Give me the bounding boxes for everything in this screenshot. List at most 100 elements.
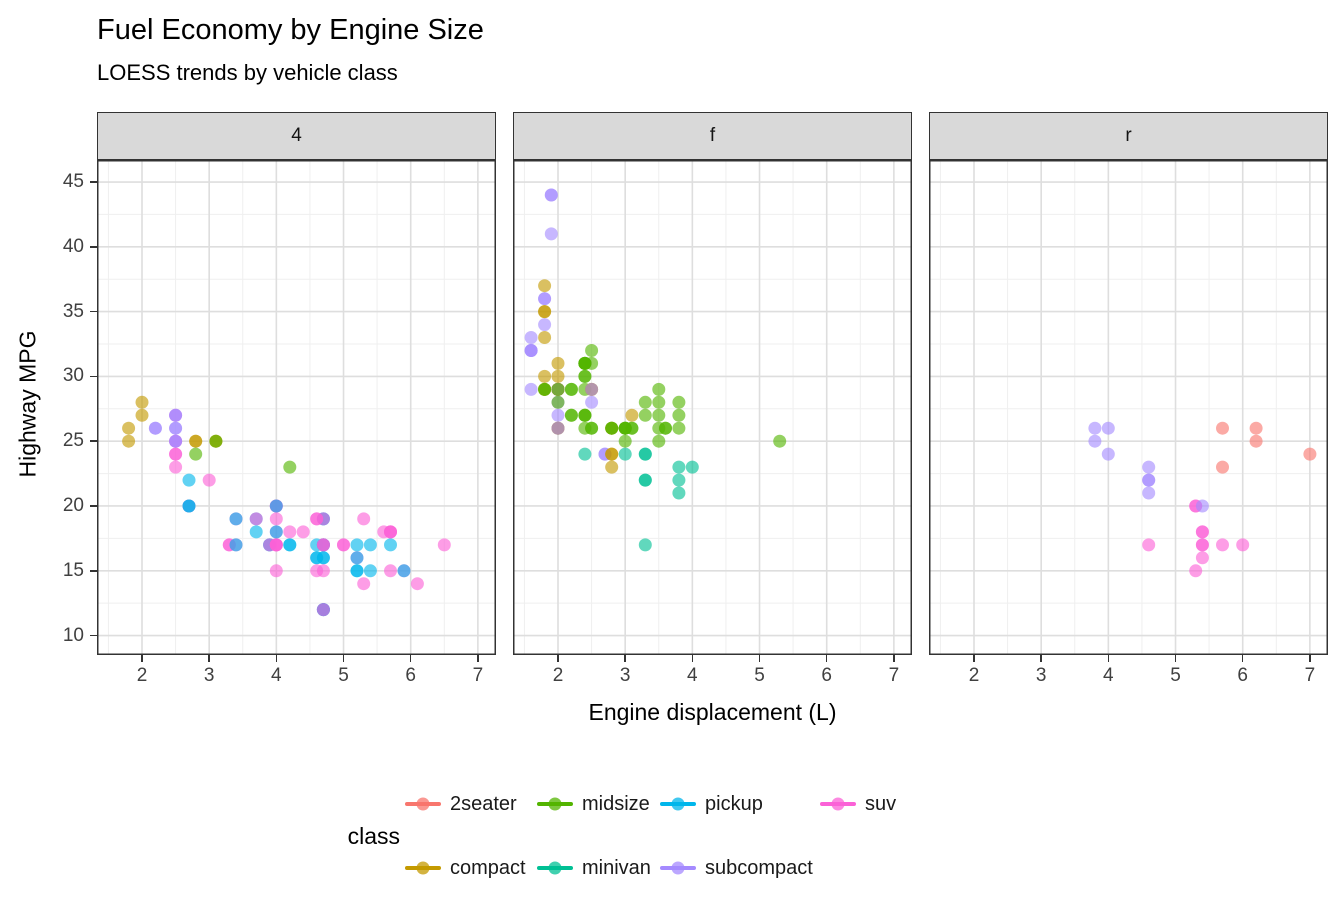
data-point [229,512,243,526]
data-point [638,395,652,409]
data-point [229,538,243,552]
data-point [544,188,558,202]
data-point [605,447,619,461]
data-point [578,356,592,370]
data-point [350,538,364,552]
y-axis-tick [90,570,97,572]
x-axis-tick [208,655,210,662]
legend-item-label: minivan [582,856,651,879]
x-tick-label: 3 [203,665,215,686]
x-tick-label: 4 [687,665,698,686]
data-point [269,499,283,513]
data-point [1088,421,1102,435]
x-tick-label: 4 [271,665,282,686]
facet-panel-f [513,160,912,655]
legend-item-compact: compact [405,855,526,881]
data-point [685,460,699,474]
points-layer [1088,421,1317,578]
panel-border [97,160,496,655]
gridlines [513,160,912,655]
data-point [1142,538,1156,552]
x-axis-tick [973,655,975,662]
x-axis-tick [691,655,694,662]
data-point [551,421,565,435]
data-point [544,227,558,241]
data-point [189,434,203,448]
x-tick-label: 4 [1103,665,1114,686]
x-tick-label: 5 [338,665,349,686]
x-axis-tick [1107,655,1110,662]
data-point [638,408,652,422]
data-point [363,564,377,578]
data-point [538,318,552,332]
data-point [638,447,652,461]
legend-key-point [671,861,685,875]
data-point [638,473,652,487]
data-point [551,395,565,409]
gridlines [929,160,1328,655]
points-layer [524,188,787,552]
data-point [350,564,364,578]
data-point [169,408,183,422]
data-point [310,512,324,526]
legend-key-point [416,861,430,875]
legend-key-point [416,797,430,811]
x-tick-label: 7 [888,665,900,686]
data-point [551,382,565,396]
data-point [316,538,330,552]
legend-key-point [831,797,845,811]
data-point [1189,564,1203,578]
y-axis-tick [90,505,97,507]
data-point [652,408,666,422]
legend-key-point [548,797,562,811]
data-point [1088,434,1102,448]
data-point [585,344,599,357]
data-point [625,408,639,422]
data-point [148,421,162,435]
legend-key-icon [537,797,573,811]
data-point [350,551,364,565]
data-point [551,408,565,422]
data-point [1101,447,1115,461]
x-axis-tick [624,655,626,662]
x-tick-label: 5 [754,665,765,686]
data-point [585,395,599,409]
x-tick-label: 2 [136,665,148,686]
y-tick-label: 30 [62,365,84,387]
data-point [1101,421,1115,435]
x-tick-label: 2 [968,665,980,686]
legend-item-label: subcompact [705,856,813,879]
data-point [310,551,324,565]
facet-strip-label: 4 [291,125,302,146]
x-axis-tick [893,655,895,662]
x-axis-tick [141,655,143,662]
legend-item-minivan: minivan [537,855,651,881]
data-point [672,421,686,435]
data-point [357,512,371,526]
data-point [249,512,263,526]
data-point [410,577,424,591]
y-axis-tick [90,634,97,637]
data-point [169,460,183,474]
data-point [672,395,686,409]
data-point [551,356,565,370]
x-tick-label: 6 [405,665,416,686]
data-point [316,603,330,617]
x-axis-tick [1309,655,1311,662]
y-axis-tick [90,440,97,442]
x-axis-tick [1241,655,1244,662]
data-point [1195,525,1209,539]
data-point [1195,538,1209,552]
legend-key-icon [660,797,696,811]
x-axis-tick [1174,655,1177,662]
data-point [618,447,632,461]
legend-key-icon [405,861,441,875]
legend-title: class [347,823,400,849]
data-point [652,382,666,396]
data-point [672,486,686,500]
x-axis-tick [825,655,828,662]
data-point [283,460,297,474]
data-point [169,421,183,435]
data-point [397,564,411,578]
